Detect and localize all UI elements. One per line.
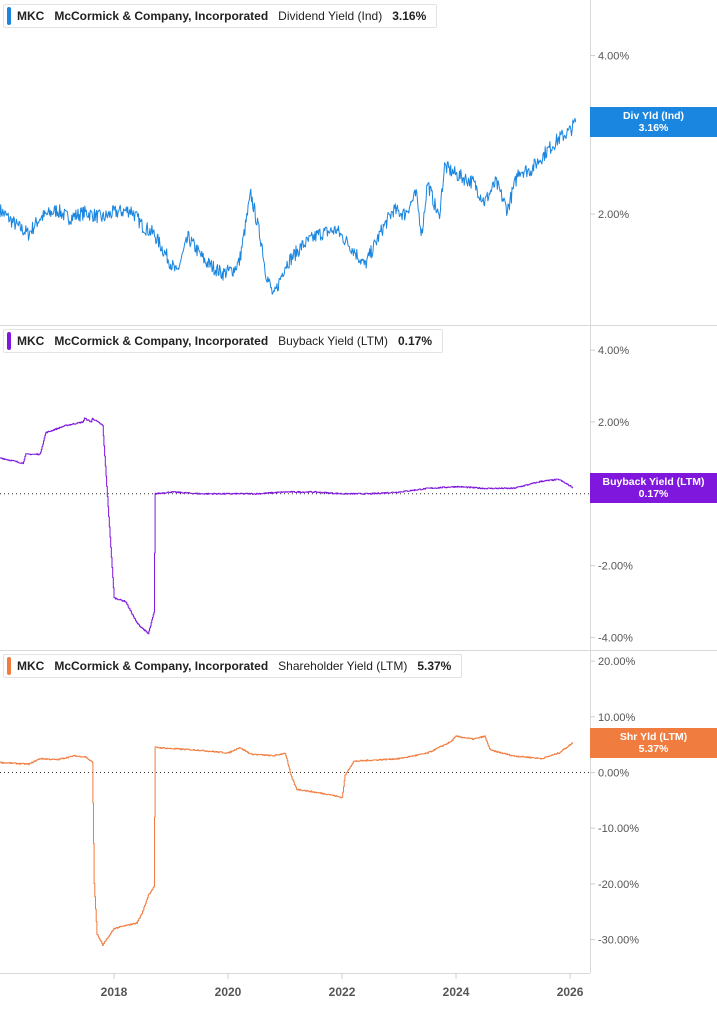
- x-tick-label: 2018: [101, 985, 128, 999]
- y-tick-label: -2.00%: [598, 561, 633, 573]
- y-tick-label: 4.00%: [598, 50, 629, 62]
- y-tick-label: -30.00%: [598, 935, 639, 947]
- y-tick-label: 4.00%: [598, 345, 629, 357]
- legend-ticker: MKC: [17, 9, 45, 23]
- y-tick-label: 2.00%: [598, 417, 629, 429]
- badge-value: 3.16%: [638, 122, 669, 135]
- value-badge-shareholder: Shr Yld (LTM) 5.37%: [590, 727, 717, 758]
- x-tick-label: 2026: [557, 985, 584, 999]
- series-line-buyback: [0, 417, 574, 635]
- y-tick-label: 10.00%: [598, 712, 636, 724]
- legend-color-swatch: [7, 332, 11, 350]
- legend-value: 3.16%: [392, 9, 427, 23]
- legend-company: McCormick & Company, Incorporated: [54, 334, 269, 348]
- legend-color-swatch: [7, 657, 11, 675]
- legend-company: McCormick & Company, Incorporated: [54, 659, 269, 673]
- badge-label: Div Yld (Ind): [622, 110, 685, 123]
- y-tick-label: -4.00%: [598, 632, 633, 644]
- series-line-dividend: [0, 117, 577, 295]
- legend-metric: Buyback Yield (LTM): [278, 334, 388, 348]
- x-tick-label: 2024: [443, 985, 470, 999]
- x-tick-label: 2020: [215, 985, 242, 999]
- value-badge-buyback: Buyback Yield (LTM) 0.17%: [590, 472, 717, 503]
- y-tick-label: 20.00%: [598, 656, 636, 668]
- legend-value: 5.37%: [417, 659, 452, 673]
- legend-metric: Shareholder Yield (LTM): [278, 659, 408, 673]
- x-tick-label: 2022: [329, 985, 356, 999]
- y-tick-label: 0.00%: [598, 768, 629, 780]
- badge-value: 5.37%: [638, 742, 669, 755]
- legend-buyback-yield: MKC McCormick & Company, Incorporated Bu…: [3, 329, 444, 353]
- legend-dividend-yield: MKC McCormick & Company, Incorporated Di…: [3, 4, 438, 28]
- badge-label: Shr Yld (LTM): [619, 730, 688, 743]
- badge-label: Buyback Yield (LTM): [602, 475, 705, 488]
- y-tick-label: -10.00%: [598, 823, 639, 835]
- y-tick-label: -20.00%: [598, 879, 639, 891]
- legend-shareholder-yield: MKC McCormick & Company, Incorporated Sh…: [3, 654, 463, 678]
- legend-company: McCormick & Company, Incorporated: [54, 9, 269, 23]
- value-badge-dividend: Div Yld (Ind) 3.16%: [590, 107, 717, 138]
- badge-value: 0.17%: [638, 487, 669, 500]
- legend-ticker: MKC: [17, 659, 45, 673]
- legend-metric: Dividend Yield (Ind): [278, 9, 383, 23]
- legend-ticker: MKC: [17, 334, 45, 348]
- series-line-shareholder: [0, 735, 574, 946]
- y-tick-label: 2.00%: [598, 209, 629, 221]
- legend-value: 0.17%: [397, 334, 433, 348]
- legend-color-swatch: [7, 7, 11, 25]
